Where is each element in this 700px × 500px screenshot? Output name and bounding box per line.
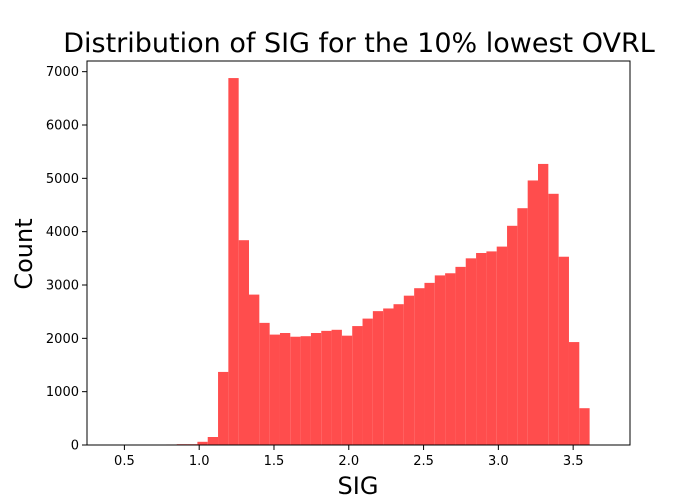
histogram-bar: [228, 78, 239, 445]
y-tick-label: 3000: [46, 279, 79, 294]
histogram-bar: [455, 266, 466, 445]
histogram-bar: [403, 295, 415, 445]
histogram-bar: [269, 334, 280, 445]
histogram-bar: [507, 225, 518, 445]
histogram-bar: [310, 333, 322, 445]
histogram-bar: [558, 256, 569, 445]
y-axis-label: Count: [10, 218, 38, 289]
y-axis-ticks: 0 1000 2000 3000 4000 5000 6000 7000: [46, 65, 87, 454]
histogram-bar: [372, 311, 384, 445]
x-axis-ticks: 0.5 1.0 1.5 2.0 2.5 3.0 3.5: [114, 445, 584, 469]
histogram-bar: [486, 251, 497, 445]
y-tick-label: 0: [71, 439, 79, 454]
histogram-bar: [496, 246, 508, 445]
histogram-bar: [424, 282, 435, 445]
x-tick-label: 3.5: [563, 454, 584, 469]
x-tick-label: 1.5: [264, 454, 285, 469]
chart-title: Distribution of SIG for the 10% lowest O…: [63, 28, 655, 59]
y-tick-label: 1000: [46, 385, 79, 400]
histogram-bar: [290, 336, 301, 445]
x-tick-label: 3.0: [488, 454, 509, 469]
histogram-bar: [259, 322, 270, 445]
histogram-bar: [218, 371, 229, 445]
x-tick-label: 2.0: [338, 454, 359, 469]
y-tick-label: 2000: [46, 332, 79, 347]
x-tick-label: 0.5: [114, 454, 135, 469]
histogram-bar: [300, 336, 311, 445]
histogram-bar: [568, 342, 580, 445]
histogram-bar: [331, 329, 342, 445]
plot-frame: [86, 60, 631, 446]
histogram-bar: [393, 304, 404, 445]
histogram-bar: [434, 275, 446, 445]
histogram-bar: [579, 408, 590, 445]
histogram-bar: [341, 335, 353, 445]
histogram-bar: [383, 308, 394, 445]
histogram-bar: [362, 318, 373, 445]
histogram-bar: [321, 330, 332, 445]
x-tick-label: 1.0: [189, 454, 210, 469]
histogram-bar: [249, 294, 260, 445]
histogram-bar: [465, 258, 477, 445]
histogram-bar: [538, 163, 549, 445]
x-tick-label: 2.5: [413, 454, 434, 469]
histogram-bar: [527, 180, 538, 445]
x-axis-label: SIG: [338, 472, 379, 500]
histogram-bar: [238, 240, 249, 445]
y-tick-label: 6000: [46, 119, 79, 134]
histogram-bar: [517, 208, 528, 445]
histogram-bar: [445, 273, 456, 445]
histogram-bar: [279, 333, 291, 445]
histogram-bar: [207, 437, 219, 445]
y-tick-label: 5000: [46, 172, 79, 187]
histogram-bar: [197, 441, 208, 445]
histogram-bar: [352, 326, 363, 445]
histogram-bar: [414, 288, 425, 445]
y-tick-label: 4000: [46, 225, 79, 240]
histogram-bar: [476, 253, 487, 445]
y-tick-label: 7000: [46, 65, 79, 80]
bars-group: [166, 78, 590, 445]
histogram-bar: [548, 193, 559, 445]
